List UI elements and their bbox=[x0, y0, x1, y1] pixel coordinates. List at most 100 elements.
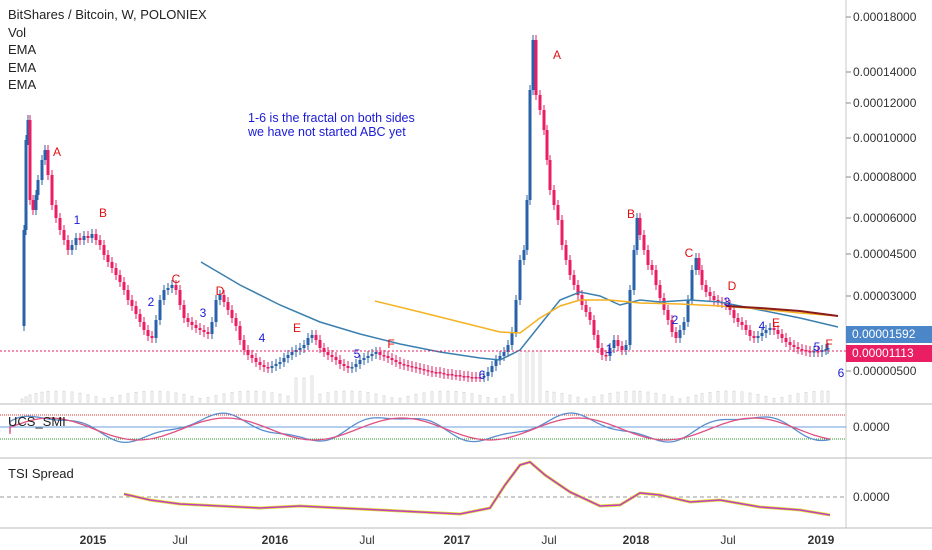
candle-body bbox=[542, 110, 546, 130]
candle-body bbox=[350, 367, 354, 369]
candle-body bbox=[314, 335, 318, 340]
candle-body bbox=[454, 375, 458, 377]
wave-label: 6 bbox=[479, 368, 486, 382]
candle-body bbox=[654, 270, 658, 285]
legend-ema-2: EMA bbox=[8, 59, 37, 75]
candle-body bbox=[534, 40, 538, 95]
volume-bar bbox=[294, 377, 298, 403]
candle-body bbox=[772, 328, 776, 330]
candle-body bbox=[354, 364, 358, 367]
candle-body bbox=[628, 290, 632, 345]
candle-body bbox=[545, 130, 549, 160]
volume-bar bbox=[238, 391, 242, 403]
volume-bar bbox=[486, 397, 490, 403]
candle-body bbox=[102, 245, 106, 255]
volume-bar bbox=[772, 398, 776, 403]
candle-body bbox=[54, 205, 58, 218]
candle-body bbox=[812, 351, 816, 353]
candle-body bbox=[538, 95, 542, 110]
candle-body bbox=[494, 360, 498, 366]
volume-bar bbox=[366, 392, 370, 403]
volume-bar bbox=[462, 392, 466, 403]
candle-body bbox=[254, 358, 258, 362]
candle-body bbox=[402, 364, 406, 366]
wave-label: E bbox=[772, 316, 780, 330]
candle-body bbox=[588, 312, 592, 320]
candle-body bbox=[86, 236, 90, 238]
candle-body bbox=[486, 372, 490, 376]
candle-body bbox=[214, 300, 218, 322]
volume-bar bbox=[40, 391, 44, 403]
candle-body bbox=[302, 345, 306, 348]
candle-body bbox=[612, 340, 616, 348]
wave-label: 4 bbox=[259, 331, 266, 345]
candle-body bbox=[190, 322, 194, 325]
volume-bar bbox=[62, 390, 66, 403]
candle-body bbox=[322, 348, 326, 352]
wave-label: 1 bbox=[74, 213, 81, 227]
volume-bar bbox=[166, 391, 170, 403]
volume-bar bbox=[118, 394, 122, 403]
candle-body bbox=[150, 336, 154, 338]
candle-body bbox=[50, 175, 54, 205]
volume-bar bbox=[638, 390, 642, 403]
candle-body bbox=[584, 305, 588, 312]
candle-body bbox=[780, 334, 784, 338]
volume-bar bbox=[206, 397, 210, 403]
candle-body bbox=[506, 345, 510, 352]
candle-body bbox=[635, 218, 639, 250]
candle-body bbox=[146, 330, 150, 336]
x-tick-label: 2018 bbox=[623, 533, 650, 547]
candle-body bbox=[736, 318, 740, 322]
candle-body bbox=[258, 362, 262, 365]
candle-body bbox=[490, 366, 494, 372]
volume-bar bbox=[398, 397, 402, 403]
volume-bar bbox=[246, 390, 250, 403]
candle-body bbox=[206, 332, 210, 334]
smi-pane-label: UCS_SMI bbox=[8, 414, 66, 429]
candle-body bbox=[398, 362, 402, 364]
candle-body bbox=[262, 365, 266, 367]
candle-body bbox=[446, 374, 450, 376]
volume-bar bbox=[716, 391, 720, 403]
volume-bar bbox=[764, 396, 768, 403]
volume-bar bbox=[552, 391, 556, 403]
volume-bar bbox=[102, 398, 106, 403]
x-tick-label: 2017 bbox=[444, 533, 471, 547]
candle-body bbox=[98, 240, 102, 245]
volume-bar bbox=[538, 350, 542, 403]
candle-body bbox=[334, 357, 338, 360]
volume-bar bbox=[310, 375, 314, 403]
candle-body bbox=[442, 373, 446, 375]
legend-ema-3: EMA bbox=[8, 77, 37, 92]
candle-body bbox=[800, 349, 804, 351]
candle-body bbox=[552, 190, 556, 205]
volume-bar bbox=[670, 396, 674, 403]
volume-bar bbox=[358, 391, 362, 403]
volume-bar bbox=[568, 394, 572, 403]
volume-bar bbox=[286, 395, 290, 403]
volume-bar bbox=[624, 390, 628, 403]
candle-body bbox=[106, 255, 110, 262]
candle-body bbox=[450, 374, 454, 376]
chart-annotation: 1-6 is the fractal on both sides we have… bbox=[248, 111, 415, 139]
volume-bar bbox=[502, 396, 506, 403]
candle-body bbox=[122, 282, 126, 290]
volume-bar bbox=[342, 390, 346, 403]
candle-body bbox=[366, 356, 370, 358]
candle-body bbox=[242, 340, 246, 350]
chart-title: BitShares / Bitcoin, W, POLONIEX bbox=[8, 7, 207, 22]
candle-body bbox=[744, 325, 748, 330]
volume-bar bbox=[422, 392, 426, 403]
candle-body bbox=[514, 300, 518, 332]
volume-bar bbox=[678, 398, 682, 403]
volume-bar bbox=[454, 391, 458, 403]
x-tick-label: 2016 bbox=[262, 533, 289, 547]
volume-bar bbox=[446, 390, 450, 403]
volume-bar bbox=[350, 390, 354, 403]
x-tick-label: 2015 bbox=[80, 533, 107, 547]
volume-bar bbox=[430, 391, 434, 403]
wave-label: D bbox=[216, 284, 225, 298]
candle-body bbox=[697, 258, 701, 270]
